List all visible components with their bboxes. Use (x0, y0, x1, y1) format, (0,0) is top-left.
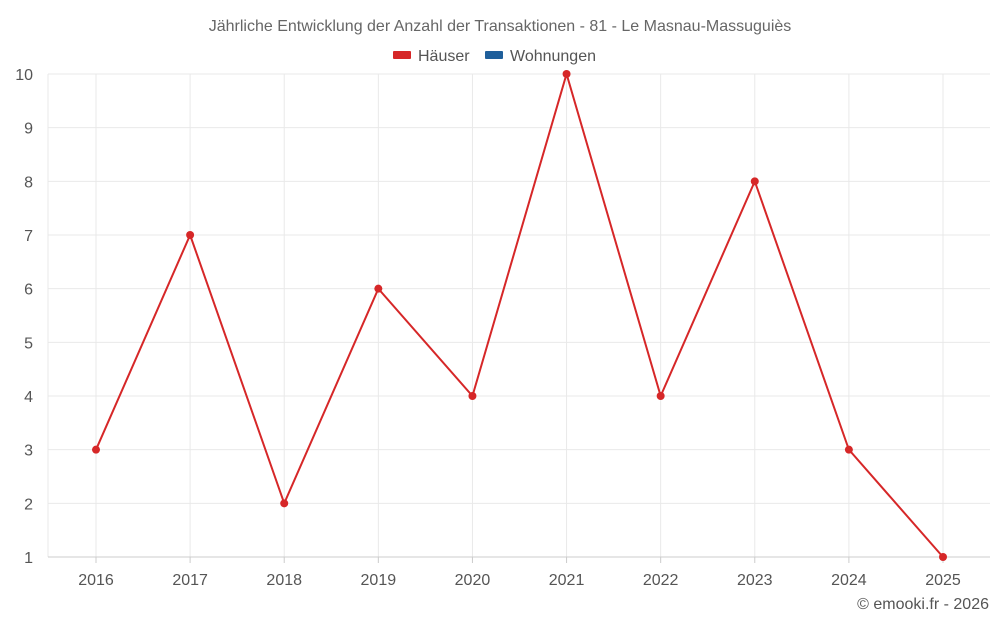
x-tick-label: 2023 (737, 572, 773, 589)
legend-label-wohnungen: Wohnungen (510, 48, 596, 65)
grid (47, 73, 990, 557)
y-tick-label: 8 (24, 174, 33, 191)
legend-item-wohnungen[interactable]: Wohnungen (485, 48, 596, 65)
x-tick-label: 2017 (172, 572, 208, 589)
legend: Häuser Wohnungen (393, 48, 596, 65)
credit-text: © emooki.fr - 2026 (857, 596, 989, 613)
series-line-0 (95, 70, 944, 558)
data-point[interactable] (750, 177, 759, 186)
y-tick-label: 3 (24, 443, 33, 460)
x-tick-label: 2019 (361, 572, 397, 589)
legend-swatch-wohnungen (485, 51, 503, 59)
y-tick-label: 10 (15, 67, 33, 84)
chart-title: Jährliche Entwicklung der Anzahl der Tra… (209, 18, 792, 35)
y-axis-ticks: 1 2 3 4 5 6 7 8 9 10 (15, 67, 33, 567)
x-tick-label: 2020 (455, 572, 491, 589)
axes (48, 556, 990, 563)
data-point[interactable] (92, 445, 100, 454)
data-point[interactable] (468, 392, 477, 400)
legend-item-haeuser[interactable]: Häuser (393, 48, 470, 65)
x-tick-label: 2021 (549, 572, 585, 589)
legend-label-haeuser: Häuser (418, 48, 470, 65)
x-tick-label: 2016 (78, 572, 114, 589)
data-point[interactable] (844, 445, 853, 454)
y-tick-label: 2 (24, 496, 33, 513)
y-tick-label: 5 (24, 335, 33, 352)
data-point[interactable] (656, 392, 665, 400)
x-tick-label: 2018 (266, 572, 302, 589)
y-tick-label: 9 (24, 121, 33, 138)
x-tick-label: 2024 (831, 572, 867, 589)
data-point[interactable] (374, 284, 383, 293)
data-point[interactable] (280, 499, 289, 508)
x-axis-ticks: 2016 2017 2018 2019 2020 2021 2022 2023 2024 2025 (78, 572, 961, 589)
y-tick-label: 7 (24, 228, 33, 245)
y-tick-label: 1 (24, 550, 33, 567)
data-point[interactable] (562, 70, 571, 78)
x-tick-label: 2022 (643, 572, 679, 589)
series-layer (92, 70, 947, 561)
data-point[interactable] (186, 231, 195, 239)
data-point[interactable] (939, 553, 947, 561)
x-tick-label: 2025 (925, 572, 961, 589)
legend-swatch-haeuser (393, 51, 411, 59)
y-tick-label: 4 (24, 389, 33, 406)
y-tick-label: 6 (24, 282, 33, 299)
